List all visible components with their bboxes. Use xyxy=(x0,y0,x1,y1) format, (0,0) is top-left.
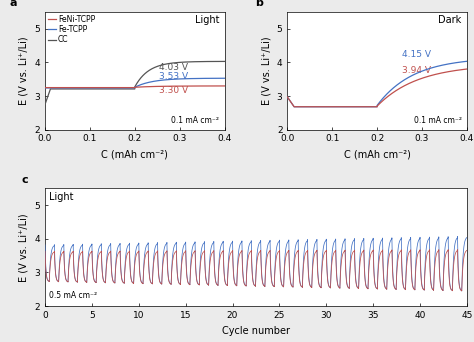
Text: Light: Light xyxy=(195,15,219,26)
Text: 3.94 V: 3.94 V xyxy=(402,66,431,75)
X-axis label: C (mAh cm⁻²): C (mAh cm⁻²) xyxy=(344,149,410,159)
Text: c: c xyxy=(22,175,28,185)
Text: 4.03 V: 4.03 V xyxy=(159,63,189,72)
Y-axis label: E (V vs. Li⁺/Li): E (V vs. Li⁺/Li) xyxy=(261,37,271,105)
Y-axis label: E (V vs. Li⁺/Li): E (V vs. Li⁺/Li) xyxy=(19,37,29,105)
Text: 3.30 V: 3.30 V xyxy=(159,86,189,95)
Text: a: a xyxy=(9,0,17,9)
Text: 0.1 mA cm⁻²: 0.1 mA cm⁻² xyxy=(171,116,219,125)
Text: 4.15 V: 4.15 V xyxy=(402,51,431,60)
X-axis label: Cycle number: Cycle number xyxy=(222,326,290,336)
Text: 0.5 mA cm⁻²: 0.5 mA cm⁻² xyxy=(49,291,97,300)
Text: Light: Light xyxy=(49,192,74,202)
Text: Dark: Dark xyxy=(438,15,462,26)
Text: 0.1 mA cm⁻²: 0.1 mA cm⁻² xyxy=(413,116,462,125)
Legend: FeNi-TCPP, Fe-TCPP, CC: FeNi-TCPP, Fe-TCPP, CC xyxy=(47,14,96,45)
Text: b: b xyxy=(255,0,263,9)
X-axis label: C (mAh cm⁻²): C (mAh cm⁻²) xyxy=(101,149,168,159)
Text: 3.53 V: 3.53 V xyxy=(159,72,189,81)
Y-axis label: E (V vs. Li⁺/Li): E (V vs. Li⁺/Li) xyxy=(19,213,29,281)
